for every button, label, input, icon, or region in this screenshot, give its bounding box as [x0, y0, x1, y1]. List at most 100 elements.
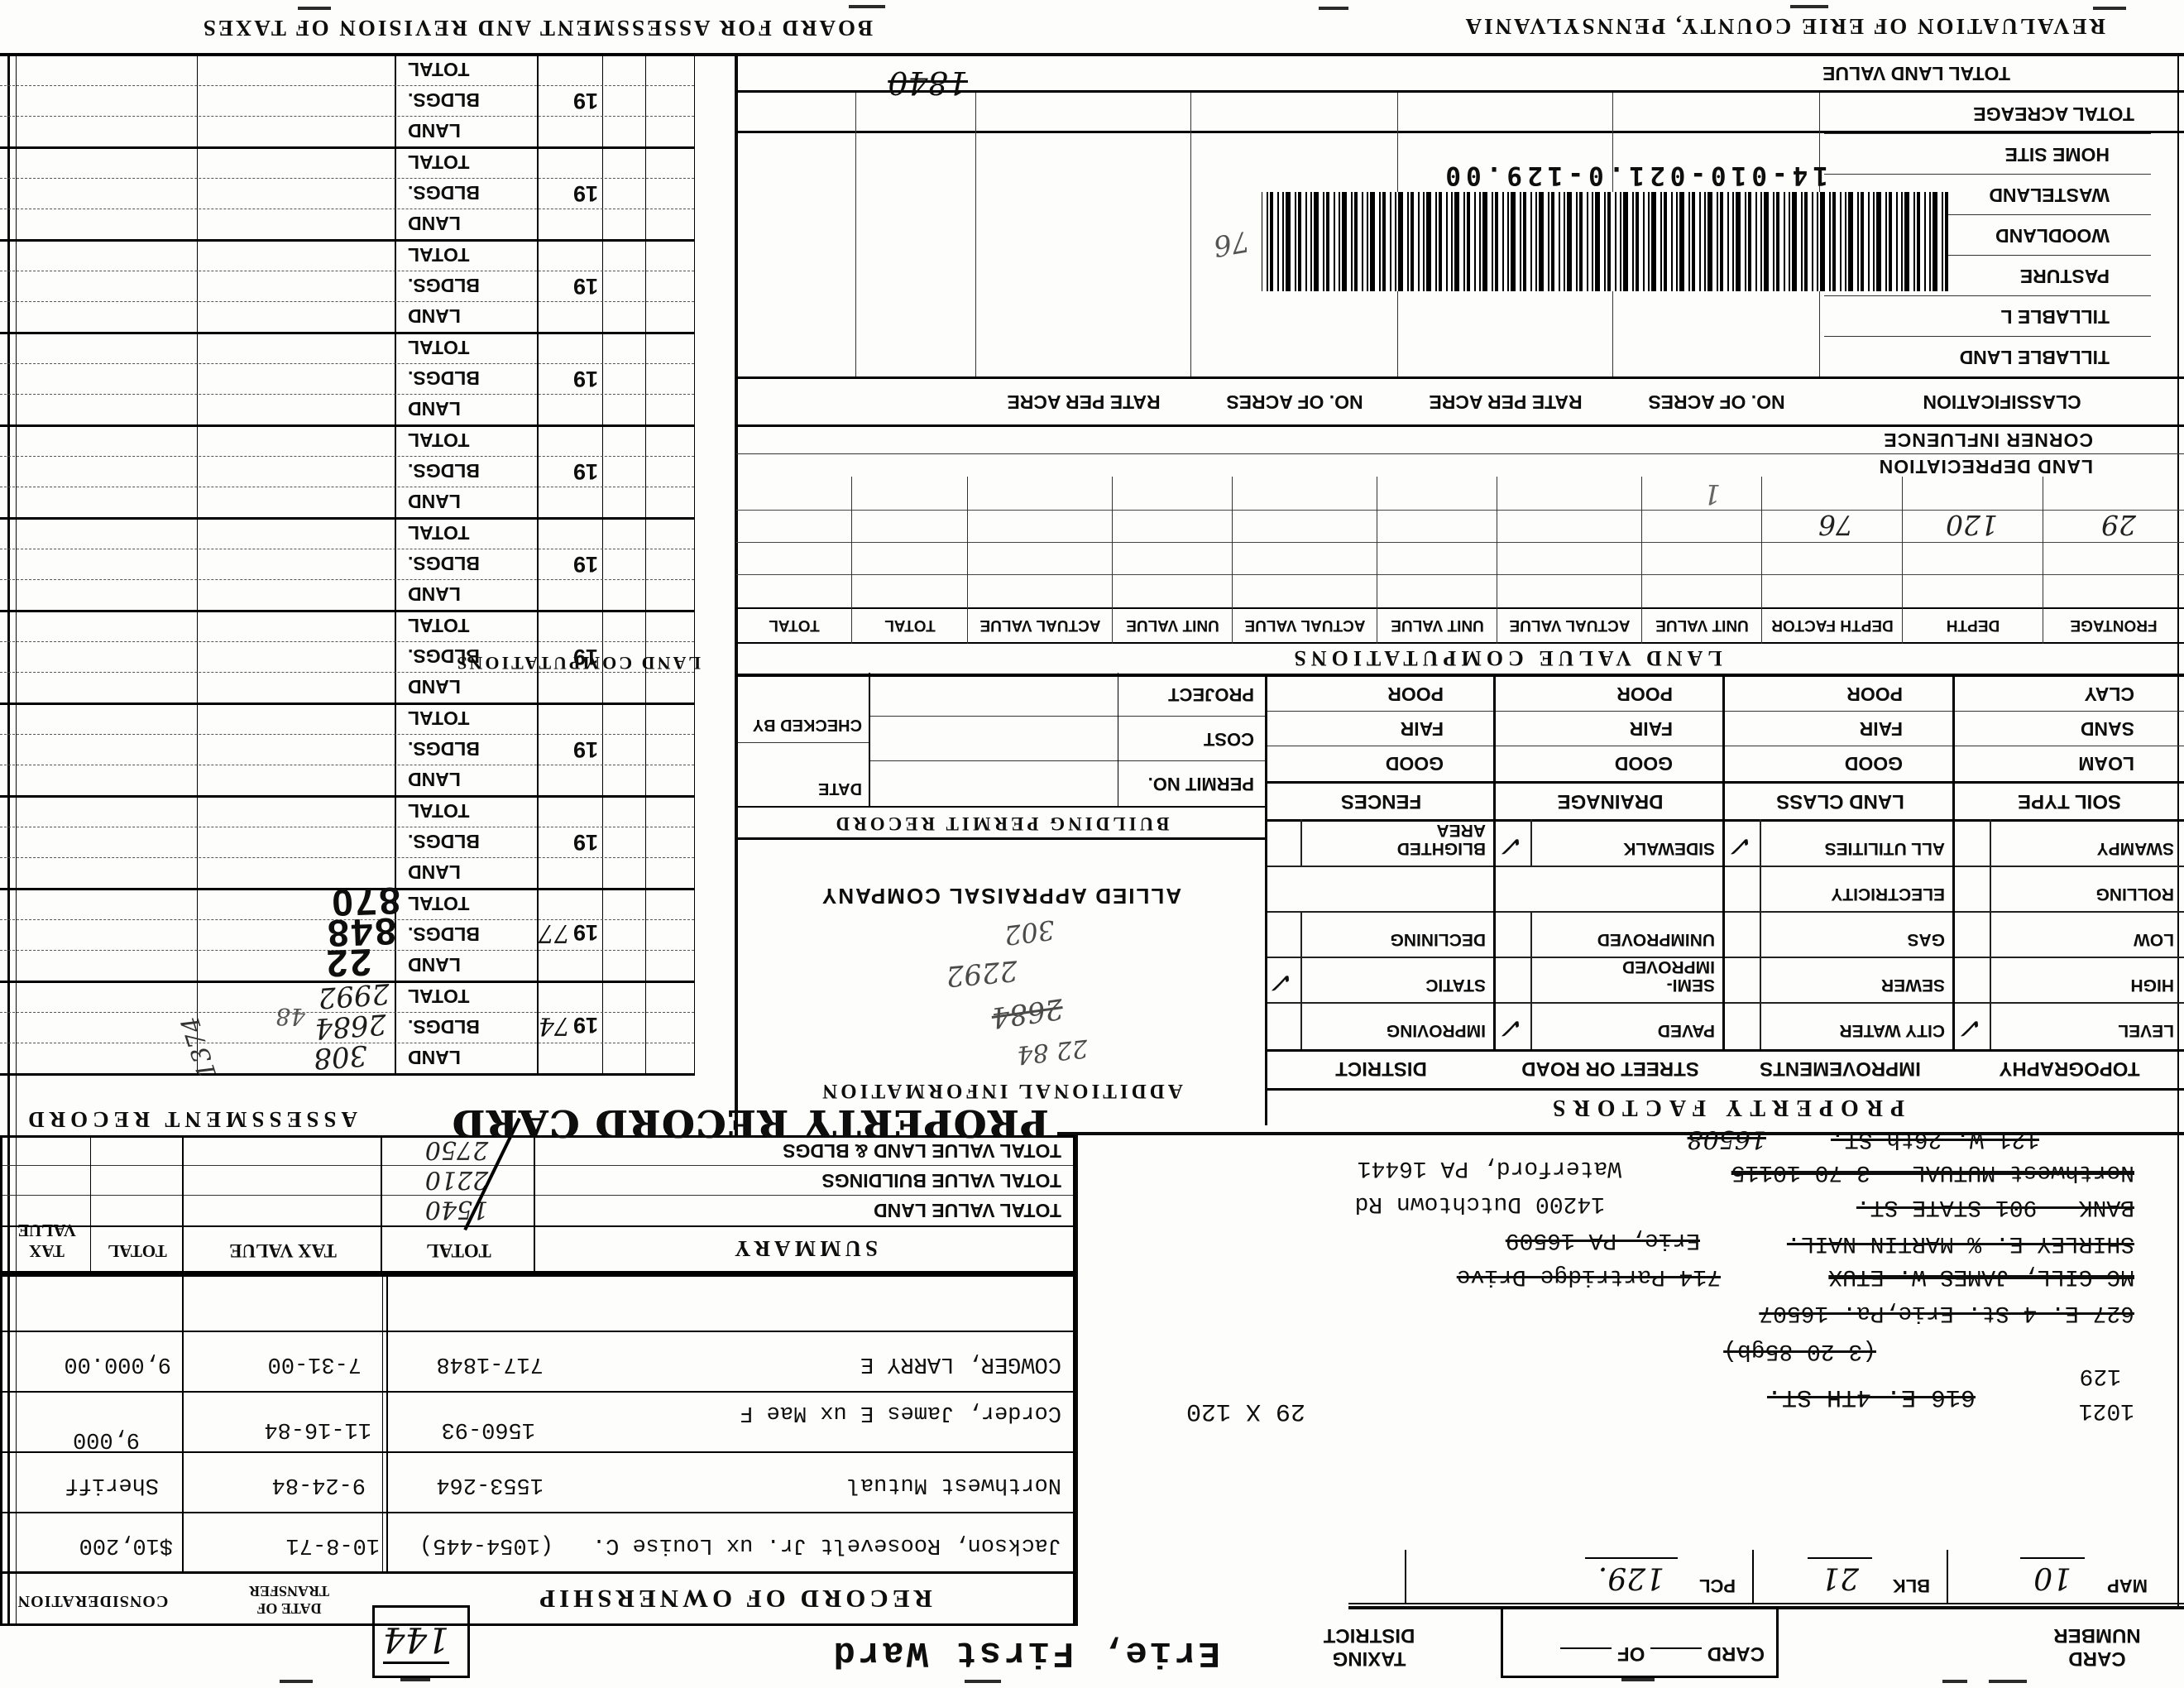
summary-total-col: TOTAL [382, 1225, 535, 1271]
assessment-row: TOTAL [0, 240, 694, 271]
assessment-group: LAND BLDGS. TOTAL 19 [0, 424, 694, 517]
factor-option: LEVEL [2118, 1021, 2174, 1040]
card-number-label-line1: CARD [2068, 1647, 2126, 1670]
assessment-group: LAND BLDGS. TOTAL 19 [0, 54, 694, 146]
section-divider [1265, 677, 1267, 1125]
owner-bank: BANK — 901 STATE ST. [1856, 1194, 2134, 1220]
parcel-id-number: 14-010-021.0-129.00 [1440, 161, 1828, 190]
checkmark [1725, 1004, 1761, 1049]
year-prefix: 19 [572, 920, 598, 945]
owner-shirley: SHIRLEY E. % MARTIN NAIL. [1786, 1230, 2134, 1256]
computations-row: 1 [736, 477, 2184, 511]
soil-divider [1722, 677, 1725, 819]
summary-buildings-value: 2210 [424, 1165, 489, 1194]
assessment-row: TOTAL [0, 796, 694, 827]
checkmark [1955, 867, 1991, 913]
ownership-header: RECORD OF OWNERSHIP DATE OF TRANSFER CON… [2, 1571, 1073, 1623]
checkmark [1955, 819, 1991, 867]
bldgs-label: BLDGS. [408, 1016, 480, 1038]
parcel-number: 129 [2079, 1363, 2121, 1388]
land-label: LAND [408, 769, 461, 790]
factor-option: PAVED [1657, 1021, 1715, 1040]
checkmark [1955, 958, 1991, 1004]
ownership-title: RECORD OF OWNERSHIP [535, 1585, 932, 1614]
owner-name: COWGER, LARRY E [860, 1351, 1061, 1376]
map-row-top-line [1348, 1603, 2184, 1604]
bldgs-label: BLDGS. [408, 89, 480, 111]
ownership-row: Corder, James E ux Mae F 1560-93 11-16-8… [2, 1391, 1073, 1453]
checkmark [1266, 819, 1302, 867]
soil-type-header: SOIL TYPE [2018, 790, 2121, 813]
checkmark: ✓ [1725, 819, 1761, 867]
date-label-line1: DATE OF [256, 1600, 322, 1617]
checkmark: ✓ [1266, 958, 1302, 1004]
computations-divider [1112, 477, 1113, 644]
corner-influence-label: CORNER INFLUENCE [1883, 429, 2093, 451]
computations-divider [1232, 477, 1233, 644]
assessment-row: LAND [0, 394, 694, 424]
map-cell: MAP 10 [1948, 1550, 2167, 1603]
bldgs-label: BLDGS. [408, 645, 480, 667]
permit-date-cell: DATE [736, 742, 870, 806]
soil-cell: FAIR [1400, 718, 1444, 740]
year-cell: 19 [573, 829, 598, 855]
factors-row: HIGH SEWER SEMI- IMPROVED STATIC ✓ [1266, 957, 2184, 1004]
pcl-right-line [1405, 1550, 1406, 1603]
depth-factor-value-hw: 76 [1818, 509, 1853, 541]
year-cell: 19 [573, 273, 598, 299]
assessment-row: TOTAL [0, 611, 694, 641]
address-w26th: 121 W. 26th ST. [1830, 1126, 2039, 1152]
assessment-row: TOTAL [0, 147, 694, 178]
factor-option: CITY WATER [1839, 1021, 1945, 1040]
factor-option: SIDEWALK [1623, 839, 1715, 858]
factors-row: ROLLING ELECTRICITY [1266, 866, 2184, 913]
total-label: TOTAL [408, 707, 470, 729]
class-label: TILLABLE L [2000, 306, 2110, 328]
bldgs-label: BLDGS. [408, 367, 480, 389]
year-prefix: 19 [572, 1013, 598, 1038]
year-prefix: 19 [572, 552, 598, 577]
actual-value-header: ACTUAL VALUE [1509, 616, 1631, 634]
summary-row: TOTAL VALUE LAND 1540 [2, 1195, 1073, 1225]
summary-tax2-col: TAX VALUE [2, 1220, 91, 1271]
factor-option: ROLLING [2095, 885, 2175, 904]
transfer-date: 10-8-71 [285, 1532, 380, 1557]
card-number-label-line2: NUMBER [2053, 1624, 2141, 1647]
ownership-row: Northwest Mutual 1553-264 9-24-84 Sherif… [2, 1451, 1073, 1513]
summary-row-label: TOTAL VALUE BUILDINGS [821, 1170, 1061, 1192]
ownership-divider [386, 1274, 388, 1574]
faint-handwritten-value: 76 [1210, 223, 1252, 263]
row-underline [1824, 295, 2151, 296]
pencil-scrawl: 2684 [989, 991, 1066, 1034]
year-prefix: 19 [572, 645, 598, 669]
computations-header-row: FRONTAGE DEPTH DEPTH FACTOR UNIT VALUE A… [736, 607, 2184, 644]
summary-divider [381, 1138, 382, 1271]
factor-option: UNIMPROVED [1597, 930, 1715, 949]
year-cell: 1974 [539, 1011, 598, 1040]
bldgs-label: BLDGS. [408, 182, 480, 204]
additional-information-title: ADDITIONAL INFORMATION [819, 1080, 1183, 1102]
soil-cell: POOR [1616, 683, 1673, 705]
soil-row: SAND FAIR FAIR FAIR [1266, 711, 2184, 746]
permit-row: PROJECT [870, 673, 1266, 717]
soil-cell: SAND [2080, 718, 2134, 740]
factors-row: LOW GAS UNIMPROVED DECLINING [1266, 911, 2184, 958]
scan-mark [298, 7, 331, 10]
ownership-row-empty [2, 1274, 1073, 1332]
checkmark [1266, 1004, 1302, 1049]
row-underline [1824, 133, 2151, 134]
soil-cell: POOR [1846, 683, 1903, 705]
property-factors-table: PROPERTY FACTORS TOPOGRAPHY IMPROVEMENTS… [1266, 819, 2184, 1125]
transfer-date: 11-16-84 [264, 1417, 371, 1441]
classification-header-row: CLASSIFICATION NO. OF ACRES RATE PER ACR… [736, 376, 2184, 424]
ownership-row: COWGER, LARRY E 717-1848 7-31-00 9,000.0… [2, 1331, 1073, 1393]
land-label: LAND [408, 861, 461, 883]
classification-row: TILLABLE LAND [736, 336, 2184, 376]
card-count-value: 144 [382, 1619, 449, 1664]
factor-option: DECLINING [1390, 930, 1487, 949]
soil-cell: LOAM [2078, 753, 2134, 774]
soil-cell: GOOD [1614, 753, 1673, 774]
summary-title: SUMMARY [730, 1236, 879, 1261]
soil-cell: FAIR [1629, 718, 1673, 740]
total-label: TOTAL [408, 522, 470, 544]
